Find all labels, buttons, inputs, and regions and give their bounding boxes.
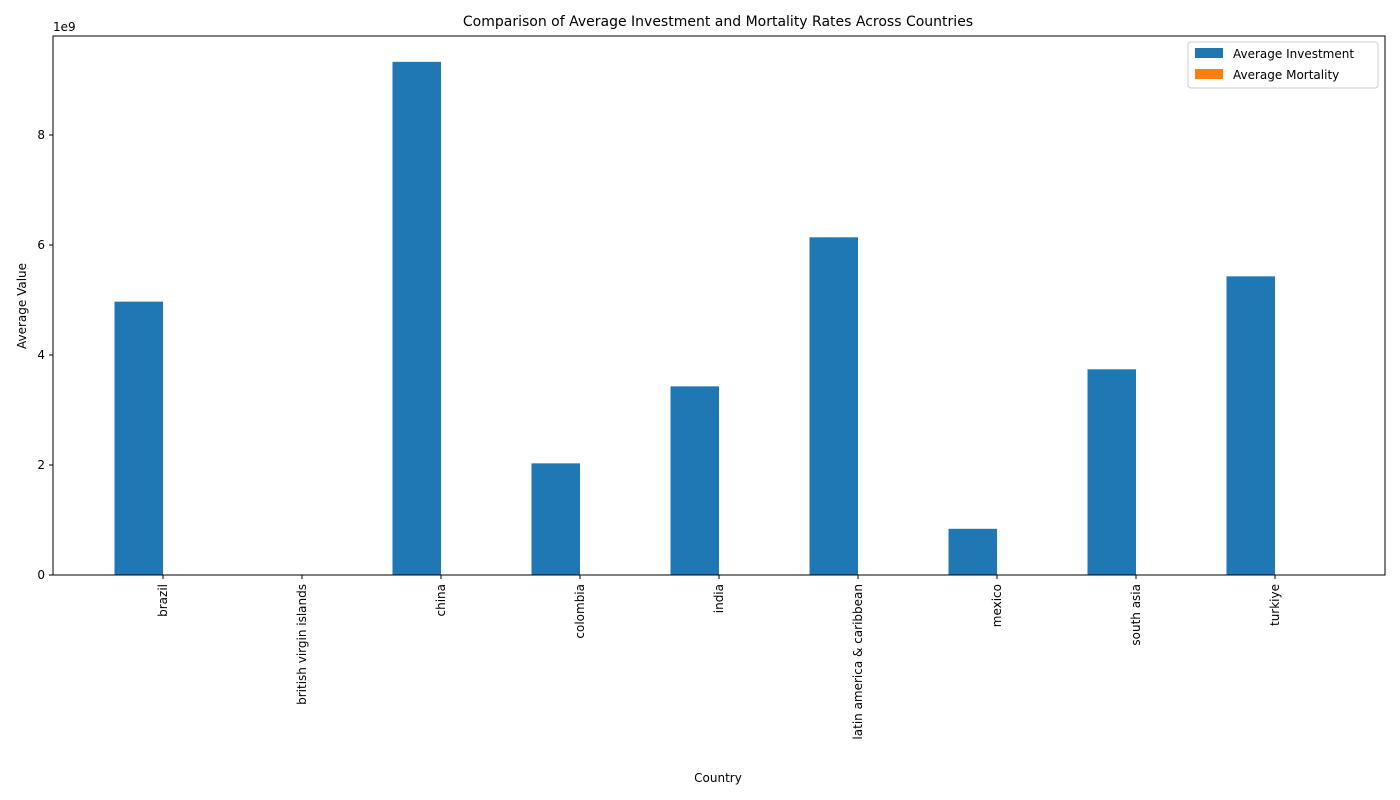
y-tick-label: 0 <box>37 568 45 582</box>
x-tick-label: british virgin islands <box>295 584 309 705</box>
y-offset-label: 1e9 <box>53 20 76 34</box>
legend-swatch-investment <box>1195 48 1223 58</box>
bar-investment-brazil <box>114 301 163 575</box>
bar-investment-mexico <box>948 528 997 575</box>
x-tick-label: india <box>712 584 726 613</box>
legend-swatch-mortality <box>1195 69 1223 79</box>
x-tick-label: mexico <box>990 584 1004 627</box>
bars-group <box>114 61 1275 576</box>
bar-investment-colombia <box>531 463 580 575</box>
y-tick-label: 8 <box>37 128 45 142</box>
x-tick-label: brazil <box>156 584 170 617</box>
x-axis: brazil british virgin islands china colombi… <box>156 575 1282 740</box>
legend-label-investment: Average Investment <box>1233 47 1354 61</box>
x-tick-label: turkiye <box>1268 584 1282 626</box>
y-tick-label: 2 <box>37 458 45 472</box>
legend: Average Investment Average Mortality <box>1187 41 1379 89</box>
x-axis-label: Country <box>694 771 742 785</box>
chart-title: Comparison of Average Investment and Mor… <box>463 14 973 30</box>
bar-investment-india <box>670 386 719 575</box>
bar-investment-turkiye <box>1226 276 1275 575</box>
legend-label-mortality: Average Mortality <box>1233 68 1339 82</box>
y-tick-label: 6 <box>37 238 45 252</box>
y-axis-label: Average Value <box>15 263 29 349</box>
bar-investment-china <box>392 61 441 576</box>
x-tick-label: colombia <box>573 584 587 639</box>
x-tick-label: south asia <box>1129 584 1143 646</box>
x-tick-label: latin america & caribbean <box>851 584 865 740</box>
legend-box <box>1187 41 1379 89</box>
bar-investment-south-asia <box>1087 369 1136 575</box>
x-tick-label: china <box>434 584 448 617</box>
bar-investment-latin-america-caribbean <box>809 237 858 576</box>
y-tick-label: 4 <box>37 348 45 362</box>
y-axis: 0 2 4 6 8 <box>37 128 53 582</box>
